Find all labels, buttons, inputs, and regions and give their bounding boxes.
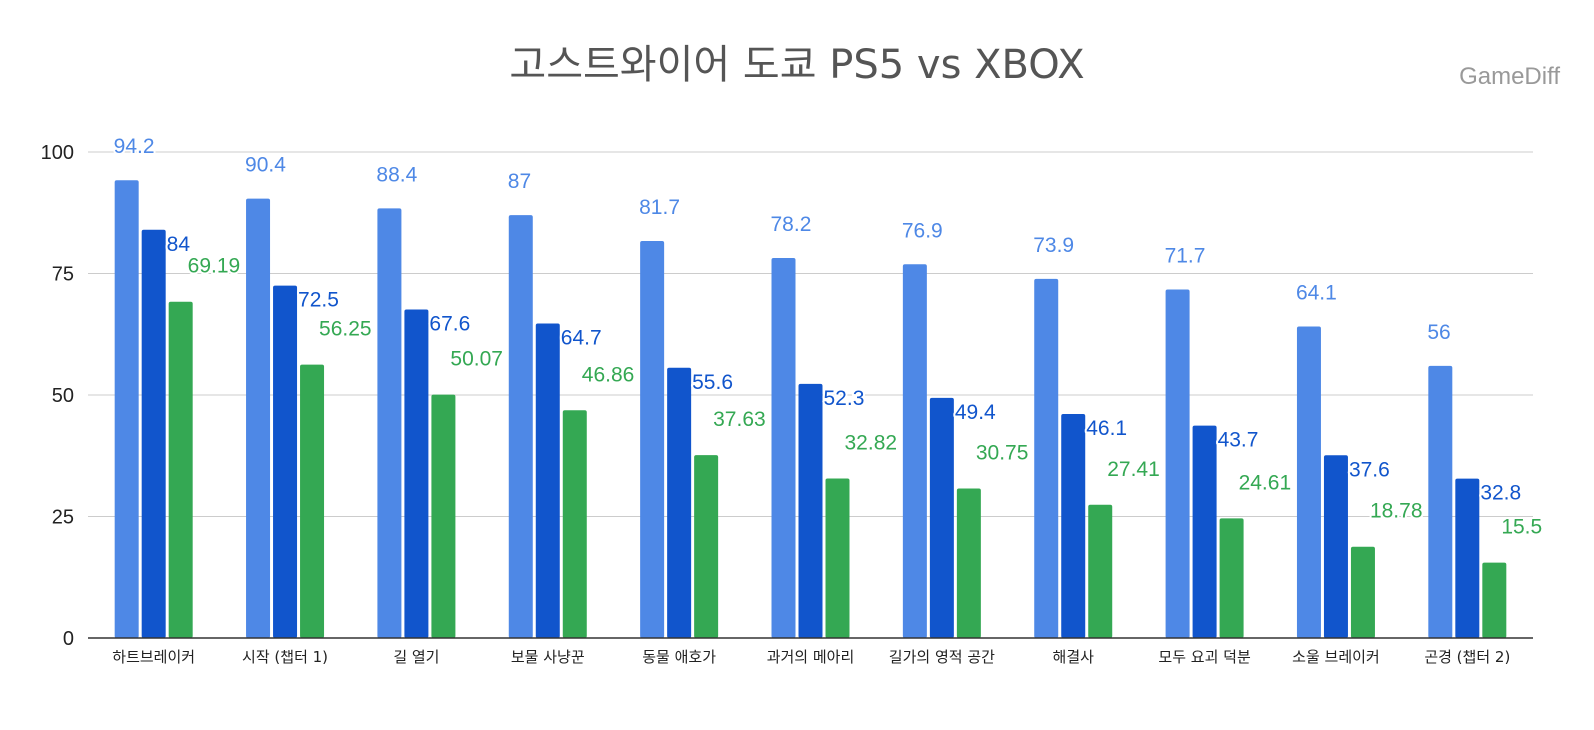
data-label-series-2-6: 49.4 [955, 401, 996, 424]
data-label-series-2-0: 84 [167, 233, 191, 256]
bar-series-1-5 [771, 257, 796, 638]
bar-series-2-0 [141, 229, 166, 638]
data-label-series-3-8: 24.61 [1239, 471, 1292, 494]
bar-series-1-3 [508, 215, 533, 638]
data-label-series-1-6: 76.9 [902, 219, 943, 242]
x-tick-label: 해결사 [1053, 648, 1095, 666]
bar-series-1-10 [1428, 365, 1453, 638]
x-tick-label: 소울 브레이커 [1292, 648, 1380, 666]
bar-series-2-6 [929, 397, 954, 638]
x-tick-label: 보물 사냥꾼 [511, 648, 585, 666]
data-label-series-3-2: 50.07 [450, 348, 503, 371]
bar-series-3-1 [300, 364, 325, 638]
bar-series-2-5 [798, 383, 823, 638]
data-label-series-3-5: 32.82 [845, 431, 898, 454]
x-tick-label: 과거의 메아리 [767, 648, 855, 666]
bar-series-2-4 [667, 367, 692, 638]
bar-series-3-4 [694, 455, 719, 638]
x-tick-label: 시작 (챕터 1) [242, 648, 328, 666]
bar-series-3-5 [825, 478, 850, 638]
data-label-series-1-1: 90.4 [245, 154, 286, 177]
bar-series-2-3 [535, 323, 560, 638]
y-tick-label: 25 [52, 507, 74, 529]
data-label-series-1-4: 81.7 [639, 196, 680, 219]
data-label-series-1-5: 78.2 [771, 213, 812, 236]
data-label-series-2-9: 37.6 [1349, 458, 1390, 481]
bar-series-3-9 [1350, 546, 1375, 638]
data-label-series-3-1: 56.25 [319, 318, 372, 341]
y-axis-ticks: 0 25 50 75 100 [41, 142, 74, 650]
chart-title: 고스트와이어 도쿄 PS5 vs XBOX [509, 42, 1084, 88]
data-label-series-3-10: 15.5 [1501, 516, 1542, 539]
data-label-series-1-7: 73.9 [1033, 234, 1074, 257]
x-tick-label: 곤경 (챕터 2) [1424, 648, 1510, 666]
bar-series-2-8 [1192, 425, 1217, 638]
data-label-series-2-2: 67.6 [429, 312, 470, 335]
data-label-series-3-9: 18.78 [1370, 500, 1423, 523]
x-tick-label: 하트브레이커 [112, 648, 195, 666]
y-tick-label: 50 [52, 385, 74, 407]
bar-series-1-7 [1034, 278, 1059, 638]
bar-series-3-3 [562, 410, 587, 638]
bar-series-3-8 [1219, 518, 1244, 638]
data-label-series-2-1: 72.5 [298, 289, 339, 312]
bar-series-3-6 [956, 488, 981, 638]
data-label-series-2-3: 64.7 [561, 327, 602, 350]
bar-series-2-7 [1061, 413, 1086, 638]
x-tick-label: 길 열기 [393, 648, 439, 666]
data-label-series-3-4: 37.63 [713, 408, 766, 431]
data-label-series-1-8: 71.7 [1165, 245, 1206, 268]
data-label-series-3-6: 30.75 [976, 442, 1029, 465]
data-label-series-1-0: 94.2 [114, 135, 155, 158]
x-tick-label: 동물 애호가 [642, 648, 716, 666]
bar-series-1-9 [1296, 326, 1321, 638]
bar-series-2-10 [1455, 478, 1480, 638]
bar-series-1-0 [114, 180, 139, 639]
y-tick-label: 75 [52, 264, 74, 286]
bar-series-1-6 [902, 264, 927, 638]
data-label-series-3-3: 46.86 [582, 363, 635, 386]
data-labels: 94.2 90.4 88.4 87 81.7 78.2 76.9 73.9 71.7 64.1 56… [112, 133, 1545, 540]
data-label-series-3-0: 69.19 [188, 255, 241, 278]
data-label-series-3-7: 27.41 [1107, 458, 1160, 481]
x-tick-label: 모두 요괴 덕분 [1158, 648, 1251, 666]
bar-series-3-2 [431, 394, 456, 638]
x-axis-ticks: 하트브레이커 시작 (챕터 1) 길 열기 보물 사냥꾼 동물 애호가 과거의 메아리 길가… [112, 648, 1510, 666]
x-tick-label: 길가의 영적 공간 [889, 648, 995, 666]
watermark: GameDiff [1459, 63, 1560, 90]
data-label-series-2-5: 52.3 [824, 387, 865, 410]
data-label-series-2-7: 46.1 [1086, 417, 1127, 440]
data-label-series-2-8: 43.7 [1218, 429, 1259, 452]
bar-series-2-9 [1323, 455, 1348, 638]
data-label-series-1-10: 56 [1427, 321, 1450, 344]
bar-series-3-10 [1482, 562, 1507, 638]
bar-series-1-8 [1165, 289, 1190, 638]
data-label-series-2-10: 32.8 [1480, 482, 1521, 505]
data-label-series-2-4: 55.6 [692, 371, 733, 394]
bar-series-2-1 [273, 285, 298, 638]
bar-series-1-2 [377, 208, 402, 638]
data-label-series-1-3: 87 [508, 170, 531, 193]
y-tick-label: 0 [63, 628, 74, 650]
bar-series-3-0 [168, 301, 193, 638]
bar-series-3-7 [1088, 504, 1113, 638]
bars [114, 180, 1507, 639]
bar-series-1-1 [246, 198, 271, 638]
data-label-series-1-2: 88.4 [376, 163, 417, 186]
bar-series-2-2 [404, 309, 429, 638]
bar-series-1-4 [640, 240, 665, 639]
data-label-series-1-9: 64.1 [1296, 281, 1337, 304]
y-tick-label: 100 [41, 142, 74, 164]
